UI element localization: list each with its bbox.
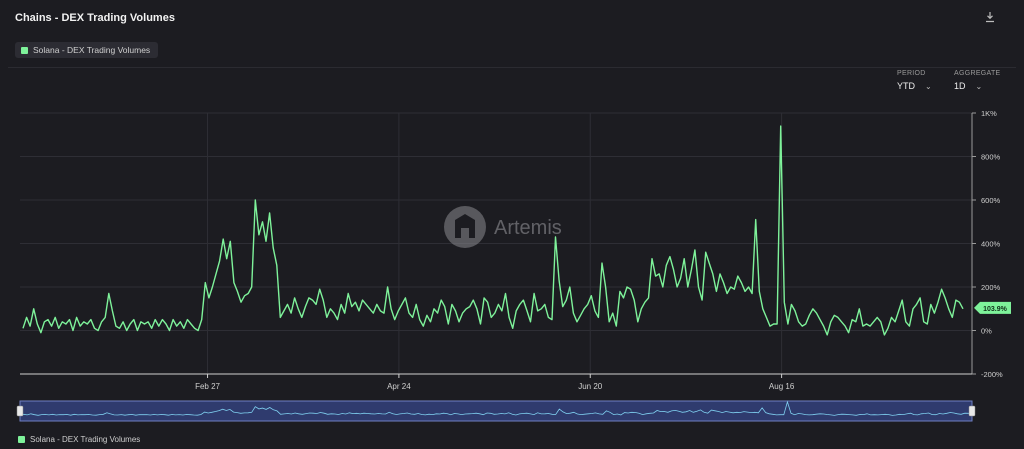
aggregate-select[interactable]: AGGREGATE 1D ⌄ (954, 70, 1001, 91)
navigator-series (19, 400, 973, 416)
x-tick-label: Aug 16 (769, 382, 795, 391)
watermark: Artemis (444, 206, 562, 248)
navigator-left-handle[interactable] (16, 405, 24, 417)
period-label: PERIOD (897, 70, 926, 77)
series-line (22, 125, 964, 336)
series-swatch (21, 46, 28, 54)
artemis-logo-mark (455, 214, 475, 238)
watermark-text: Artemis (494, 217, 562, 239)
series-swatch (18, 436, 25, 443)
legend-bottom-label: Solana - DEX Trading Volumes (30, 435, 141, 444)
y-tick-label: 400% (981, 240, 1001, 249)
legend-chip-label: Solana - DEX Trading Volumes (33, 45, 151, 55)
series-group (22, 125, 964, 336)
chevron-down-icon: ⌄ (975, 81, 983, 91)
divider (8, 67, 1016, 68)
navigator-window (19, 400, 973, 422)
x-tick-label: Apr 24 (387, 382, 411, 391)
chart-title: Chains - DEX Trading Volumes (15, 12, 175, 24)
y-tick-label: 800% (981, 153, 1001, 162)
current-value-badge (974, 301, 1011, 314)
aggregate-label: AGGREGATE (954, 70, 1001, 77)
navigator-right-handle[interactable] (968, 405, 976, 417)
range-navigator (16, 400, 976, 422)
x-tick-label: Feb 27 (195, 382, 220, 391)
x-tick-label: Jun 20 (578, 382, 603, 391)
y-tick-label: 600% (981, 196, 1001, 205)
chart-grid (20, 112, 972, 375)
download-icon[interactable] (984, 11, 998, 25)
chevron-down-icon: ⌄ (925, 81, 932, 91)
y-tick-label: 1K% (981, 109, 997, 118)
y-tick-label: -200% (981, 370, 1003, 379)
y-tick-label: 200% (981, 283, 1001, 292)
x-axis: Feb 27 Apr 24 Jun 20 Aug 16 (20, 373, 972, 391)
period-select[interactable]: PERIOD YTD ⌄ (897, 70, 932, 91)
current-value-label: 103.9% (983, 306, 1008, 313)
legend-bottom[interactable]: Solana - DEX Trading Volumes (18, 435, 140, 444)
current-value-marker: 103.9% (974, 301, 1011, 314)
aggregate-value: 1D (954, 81, 966, 91)
period-value: YTD (897, 81, 915, 91)
legend-chip[interactable]: Solana - DEX Trading Volumes (15, 42, 159, 58)
y-axis: 1K% 800% 600% 400% 200% 0% -200% (971, 109, 1003, 379)
y-tick-label: 0% (981, 327, 992, 336)
